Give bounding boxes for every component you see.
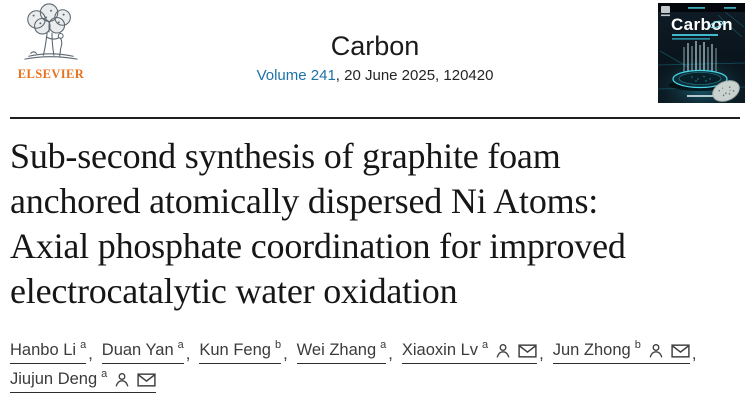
author-name: Duan Yan (101, 341, 174, 359)
person-icon[interactable] (114, 371, 130, 388)
volume-link[interactable]: Volume 241 (256, 67, 336, 84)
elsevier-wordmark: ELSEVIER (17, 67, 85, 81)
issue-info: , 20 June 2025, 120420 (335, 67, 494, 84)
author-list: Hanbo Li a, Duan Yan a, Kun Feng b, Wei Zhang a… (10, 339, 740, 393)
author-separator: , (691, 345, 697, 363)
author-name: Xiaoxin Lv (401, 341, 479, 359)
affiliation-superscript: b (274, 339, 282, 351)
author-separator: , (388, 345, 393, 363)
author-separator: , (185, 345, 191, 363)
author-entry: Jun Zhong b, (552, 339, 697, 364)
author-link[interactable]: Hanbo Li a (10, 339, 87, 364)
affiliation-superscript: a (177, 339, 184, 351)
title-line: Axial phosphate coordination for improve… (10, 226, 626, 266)
author-entry: Duan Yan a, (101, 339, 191, 364)
author-name: Hanbo Li (10, 341, 77, 359)
author-name: Jun Zhong (552, 341, 631, 359)
cover-journal-title: Carbon (671, 15, 733, 34)
author-entry: Kun Feng b, (199, 339, 288, 364)
author-separator: , (539, 345, 544, 363)
author-entry: Jiujun Deng a (10, 368, 157, 393)
title-line: Sub-second synthesis of graphite foam (10, 136, 561, 176)
cover-foam-sample (712, 80, 740, 102)
envelope-icon[interactable] (137, 372, 156, 387)
author-name: Jiujun Deng (10, 370, 98, 388)
affiliation-superscript: a (101, 368, 108, 380)
author-entry: Xiaoxin Lv a, (401, 339, 544, 364)
volume-issue-line: Volume 241, 20 June 2025, 120420 (145, 67, 605, 84)
author-name: Kun Feng (199, 341, 271, 359)
title-line: anchored atomically dispersed Ni Atoms: (10, 181, 599, 221)
author-link[interactable]: Jiujun Deng a (10, 368, 157, 393)
author-separator: , (88, 345, 93, 363)
author-link[interactable]: Kun Feng b (199, 339, 282, 364)
affiliation-superscript: a (482, 339, 489, 351)
cover-graphite-rods (683, 41, 717, 75)
journal-title-link[interactable]: Carbon (330, 31, 420, 61)
title-line: electrocatalytic water oxidation (10, 271, 458, 311)
author-link[interactable]: Duan Yan a (101, 339, 184, 364)
cover-elsevier-mark (661, 6, 670, 17)
author-link[interactable]: Xiaoxin Lv a (401, 339, 538, 364)
author-entry: Wei Zhang a, (296, 339, 393, 364)
author-separator: , (283, 345, 288, 363)
affiliation-superscript: b (634, 339, 641, 351)
author-link[interactable]: Wei Zhang a (296, 339, 387, 364)
banner-divider (10, 117, 740, 119)
banner-center: Carbon Volume 241, 20 June 2025, 120420 (145, 31, 605, 84)
cover-footer-text (687, 95, 713, 97)
journal-banner: ELSEVIER Carbon Volume 241, 20 June 2025… (10, 0, 745, 117)
elsevier-logo[interactable]: ELSEVIER (10, 3, 92, 82)
envelope-icon[interactable] (671, 343, 690, 358)
elsevier-tree-icon (24, 3, 78, 60)
author-link[interactable]: Jun Zhong b (552, 339, 690, 364)
journal-cover-thumbnail[interactable]: Carbon (658, 3, 745, 103)
cover-subtitle-text (672, 34, 718, 40)
author-entry: Hanbo Li a, (10, 339, 93, 364)
affiliation-superscript: a (80, 339, 87, 351)
affiliation-superscript: a (380, 339, 387, 351)
envelope-icon[interactable] (518, 343, 537, 358)
person-icon[interactable] (648, 342, 664, 359)
person-icon[interactable] (495, 342, 511, 359)
author-name: Wei Zhang (296, 341, 377, 359)
article-title: Sub-second synthesis of graphite foam anc… (10, 134, 740, 314)
